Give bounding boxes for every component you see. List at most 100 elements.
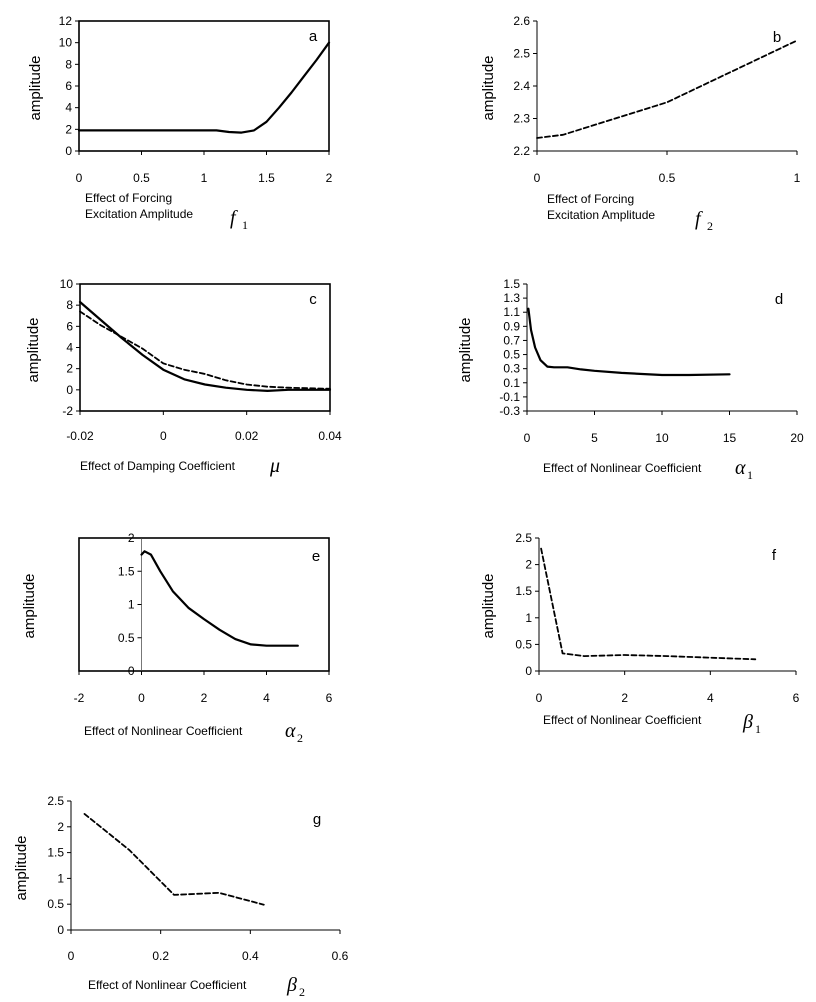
y-tick-label: 2.5: [515, 531, 532, 545]
x-tick-label: 1.5: [258, 171, 275, 185]
y-tick-label: 0.5: [47, 897, 64, 911]
panel-letter: e: [312, 548, 320, 565]
x-tick-label: 0: [524, 431, 531, 445]
y-tick-label: 8: [65, 57, 72, 71]
parameter-subscript: 2: [297, 731, 303, 745]
panel-c: -2 0 2 4 6 8 10 -0.02 0 0.02 0.04 amplitude Effect o…: [25, 277, 342, 477]
parameter-subscript: 2: [707, 219, 713, 233]
y-tick-label: -2: [62, 404, 73, 418]
y-tick-label: 1.3: [503, 291, 520, 305]
x-tick-label: 0: [68, 949, 75, 963]
y-tick-label: 0.9: [503, 319, 520, 333]
x-tick-label: 5: [591, 431, 598, 445]
x-tick-label: 0: [160, 429, 167, 443]
x-tick-label: -0.02: [66, 429, 94, 443]
y-tick-label: 2.5: [47, 794, 64, 808]
x-axis-label: Effect of Forcing: [85, 191, 172, 205]
plot-frame: [78, 537, 330, 672]
y-tick-label: 2: [128, 531, 135, 545]
series-line-dashed: [540, 547, 757, 661]
parameter-symbol: β: [286, 974, 297, 996]
panel-b: 2.2 2.3 2.4 2.5 2.6 0 0.5 1 amplitude Effect of F…: [480, 14, 801, 233]
y-tick-label: 1: [128, 598, 135, 612]
x-tick-label: 2: [326, 171, 333, 185]
series-line-dashed: [536, 39, 798, 139]
x-axis-label: Effect of Damping Coefficient: [80, 459, 236, 473]
y-tick-label: 0.3: [503, 362, 520, 376]
y-tick-label: 0: [128, 664, 135, 678]
plot-frame: [79, 283, 331, 412]
x-axis-label: Excitation Amplitude: [547, 208, 655, 222]
y-axis-label: amplitude: [21, 573, 38, 638]
x-tick-label: 0.5: [133, 171, 150, 185]
x-tick-label: 0.5: [659, 171, 676, 185]
y-tick-label: 2: [65, 122, 72, 136]
y-tick-label: 10: [60, 277, 74, 291]
x-axis-label: Effect of Nonlinear Coefficient: [84, 724, 243, 738]
panel-a: 0 2 4 6 8 10 12 0 0.5 1 1.5 2 amplitude Effect of For…: [27, 14, 333, 232]
parameter-subscript: 1: [755, 722, 761, 736]
y-axis-label: amplitude: [25, 317, 42, 382]
x-tick-label: 20: [790, 431, 804, 445]
x-tick-label: 0.4: [242, 949, 259, 963]
series-line-solid: [140, 550, 299, 647]
y-tick-label: 2.2: [513, 144, 530, 158]
x-tick-label: 4: [263, 691, 270, 705]
parameter-symbol: μ: [269, 455, 280, 477]
panel-letter: c: [309, 291, 317, 308]
x-axis-label: Effect of Nonlinear Coefficient: [88, 978, 247, 992]
parameter-subscript: 1: [747, 468, 753, 482]
y-tick-label: 12: [59, 14, 73, 28]
y-tick-label: 4: [66, 341, 73, 355]
panel-g: 0 0.5 1 1.5 2 2.5 0 0.2 0.4 0.6 amplitude Effect of…: [13, 794, 349, 999]
y-tick-label: 1.1: [503, 305, 520, 319]
x-axis-label: Effect of Forcing: [547, 192, 634, 206]
series-line-dashed: [79, 310, 331, 390]
y-tick-label: 2: [57, 820, 64, 834]
panel-letter: f: [772, 547, 777, 564]
x-tick-label: 0.6: [332, 949, 349, 963]
y-tick-label: 10: [59, 36, 73, 50]
parameter-symbol: f: [695, 208, 703, 230]
panel-letter: d: [775, 291, 783, 308]
y-tick-label: 6: [66, 319, 73, 333]
y-tick-label: 2: [525, 558, 532, 572]
panel-d: -0.3-0.10.10.30.50.70.91.11.31.5 0 5 10 15 20…: [457, 277, 804, 482]
y-axis-label: amplitude: [480, 55, 497, 120]
y-tick-label: 8: [66, 298, 73, 312]
y-tick-label: 0.5: [503, 348, 520, 362]
panel-f: 0 0.5 1 1.5 2 2.5 0 2 4 6 amplitude Effect of Nonli…: [480, 531, 800, 736]
y-tick-label: 0.5: [118, 631, 135, 645]
x-tick-label: -2: [74, 691, 85, 705]
y-axis-label: amplitude: [480, 573, 497, 638]
panel-letter: a: [309, 28, 318, 45]
y-tick-label: 0: [65, 144, 72, 158]
parameter-symbol: α: [285, 720, 296, 742]
x-tick-label: 0: [138, 691, 145, 705]
x-tick-label: 1: [794, 171, 801, 185]
y-tick-label: 0: [57, 923, 64, 937]
y-axis-label: amplitude: [27, 55, 44, 120]
x-tick-label: 1: [201, 171, 208, 185]
y-tick-label: 6: [65, 79, 72, 93]
y-tick-label: -0.3: [499, 404, 520, 418]
x-tick-label: 4: [707, 691, 714, 705]
y-tick-label: 0.5: [515, 637, 532, 651]
y-tick-label: 1: [525, 611, 532, 625]
series-line-solid: [77, 41, 331, 134]
x-tick-label: 15: [723, 431, 737, 445]
y-tick-label: 1.5: [118, 564, 135, 578]
x-tick-label: 0: [534, 171, 541, 185]
x-tick-label: 0.2: [152, 949, 169, 963]
x-tick-label: 0.04: [318, 429, 342, 443]
parameter-subscript: 2: [299, 985, 305, 999]
y-tick-label: 2.3: [513, 112, 530, 126]
series-line-solid: [78, 300, 332, 392]
y-tick-label: 2: [66, 362, 73, 376]
x-tick-label: 0: [76, 171, 83, 185]
y-tick-label: 0.7: [503, 333, 520, 347]
parameter-symbol: f: [230, 207, 238, 229]
panel-letter: g: [313, 811, 321, 828]
parameter-symbol: α: [735, 457, 746, 479]
